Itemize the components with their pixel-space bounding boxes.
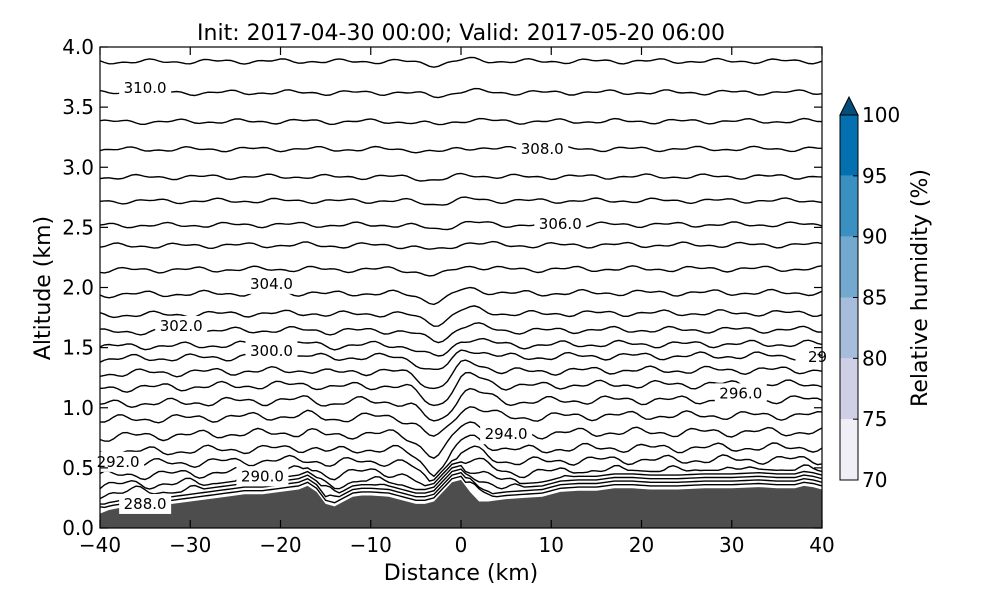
contour-label: 294.0 <box>485 425 528 443</box>
edge-label-bg <box>795 347 818 368</box>
x-axis-ticks: −40 −30 −20 −10 0 10 20 30 40 <box>79 47 835 557</box>
contour-label-bg <box>245 273 298 294</box>
contour-label: 288.0 <box>124 495 167 513</box>
contour-line <box>100 322 822 344</box>
x-tick-label: 0 <box>455 533 468 557</box>
y-tick-label: 0.5 <box>62 456 94 480</box>
terrain-fill <box>100 479 822 528</box>
colorbar-tick-label: 70 <box>862 468 887 492</box>
y-tick-label: 3.5 <box>62 95 94 119</box>
contour-label-bg <box>480 424 533 445</box>
contour-line <box>100 471 822 505</box>
contour-line <box>100 240 822 250</box>
x-tick-label: −40 <box>79 533 121 557</box>
contour-line <box>100 286 822 306</box>
contour-line <box>100 220 822 231</box>
edge-contour-label: 29 <box>808 348 827 366</box>
colorbar-segment <box>840 115 858 176</box>
contour-label-bg <box>155 315 208 336</box>
contour-line <box>100 56 822 68</box>
contour-line <box>100 265 822 277</box>
y-tick-label: 1.5 <box>62 336 94 360</box>
x-tick-label: 10 <box>539 533 564 557</box>
contour-label: 290.0 <box>241 467 284 485</box>
x-tick-label: −20 <box>259 533 301 557</box>
colorbar-tick-label: 75 <box>862 407 887 431</box>
contour-label: 292.0 <box>97 453 140 471</box>
x-tick-label: 20 <box>629 533 654 557</box>
contour-label: 306.0 <box>539 215 582 233</box>
contour-line <box>100 196 822 206</box>
colorbar-segment <box>840 236 858 298</box>
y-tick-label: 3.0 <box>62 155 94 179</box>
contour-label-bg <box>119 77 172 98</box>
contour-label-bg <box>516 139 569 160</box>
contour-label-bg <box>236 466 289 487</box>
contour-label-bg <box>534 213 587 234</box>
x-tick-label: 40 <box>809 533 834 557</box>
contour-label-bg <box>245 341 298 362</box>
y-tick-label: 2.0 <box>62 276 94 300</box>
colorbar-label: Relative humidity (%) <box>908 169 933 407</box>
colorbar-extend-arrow <box>839 95 859 116</box>
colorbar-tick-label: 80 <box>862 346 887 370</box>
plot-area: 288.0 290.0 292.0 294.0 296.0 300.0 302.0 304.0… <box>92 46 827 529</box>
x-tick-label: −30 <box>169 533 211 557</box>
contour-label: 310.0 <box>124 79 167 97</box>
y-tick-label: 4.0 <box>62 35 94 59</box>
plot-background <box>100 47 822 528</box>
x-axis-label: Distance (km) <box>384 561 539 586</box>
contour-line <box>100 387 822 422</box>
colorbar: 70 75 80 85 90 95 100 <box>839 95 900 492</box>
contour-line <box>100 475 822 509</box>
contour-line <box>100 87 822 99</box>
contour-line <box>100 464 822 491</box>
colorbar-segment <box>840 358 858 420</box>
contour-line <box>100 371 822 407</box>
contour-line <box>100 172 822 182</box>
y-tick-label: 2.5 <box>62 215 94 239</box>
contour-label: 302.0 <box>160 317 203 335</box>
colorbar-segment <box>840 297 858 359</box>
contour-label-bg <box>92 451 145 472</box>
contour-line <box>100 445 822 482</box>
contour-line <box>100 457 822 487</box>
contour-line <box>100 434 822 478</box>
contour-lines <box>100 56 822 509</box>
colorbar-tick-label: 95 <box>862 164 887 188</box>
contour-labels: 288.0 290.0 292.0 294.0 296.0 300.0 302.0 304.0… <box>92 77 827 514</box>
contour-label-bg <box>119 493 172 514</box>
x-tick-label: −10 <box>350 533 392 557</box>
contour-line <box>100 359 822 390</box>
contour-line <box>100 305 822 327</box>
contour-label: 300.0 <box>250 342 293 360</box>
colorbar-tick-label: 90 <box>862 225 887 249</box>
contour-label-bg <box>714 383 767 404</box>
y-axis-label: Altitude (km) <box>31 216 56 360</box>
contour-line <box>100 421 822 459</box>
chart-title: Init: 2017-04-30 00:00; Valid: 2017-05-2… <box>197 21 725 46</box>
contour-line <box>100 349 822 370</box>
contour-line <box>100 117 822 126</box>
y-tick-label: 1.0 <box>62 396 94 420</box>
colorbar-tick-label: 100 <box>862 103 900 127</box>
colorbar-tick-label: 85 <box>862 286 887 310</box>
colorbar-segment <box>840 419 858 480</box>
contour-line <box>100 145 822 154</box>
contour-line <box>100 468 822 500</box>
colorbar-segment <box>840 175 858 237</box>
contour-label: 308.0 <box>521 140 564 158</box>
contour-label: 296.0 <box>719 384 762 402</box>
contour-line <box>100 406 822 437</box>
y-axis-ticks: 0.0 0.5 1.0 1.5 2.0 2.5 3.0 3.5 4.0 <box>62 35 822 540</box>
y-tick-label: 0.0 <box>62 516 94 540</box>
contour-label: 304.0 <box>250 275 293 293</box>
x-tick-label: 30 <box>719 533 744 557</box>
contour-line <box>100 337 822 357</box>
